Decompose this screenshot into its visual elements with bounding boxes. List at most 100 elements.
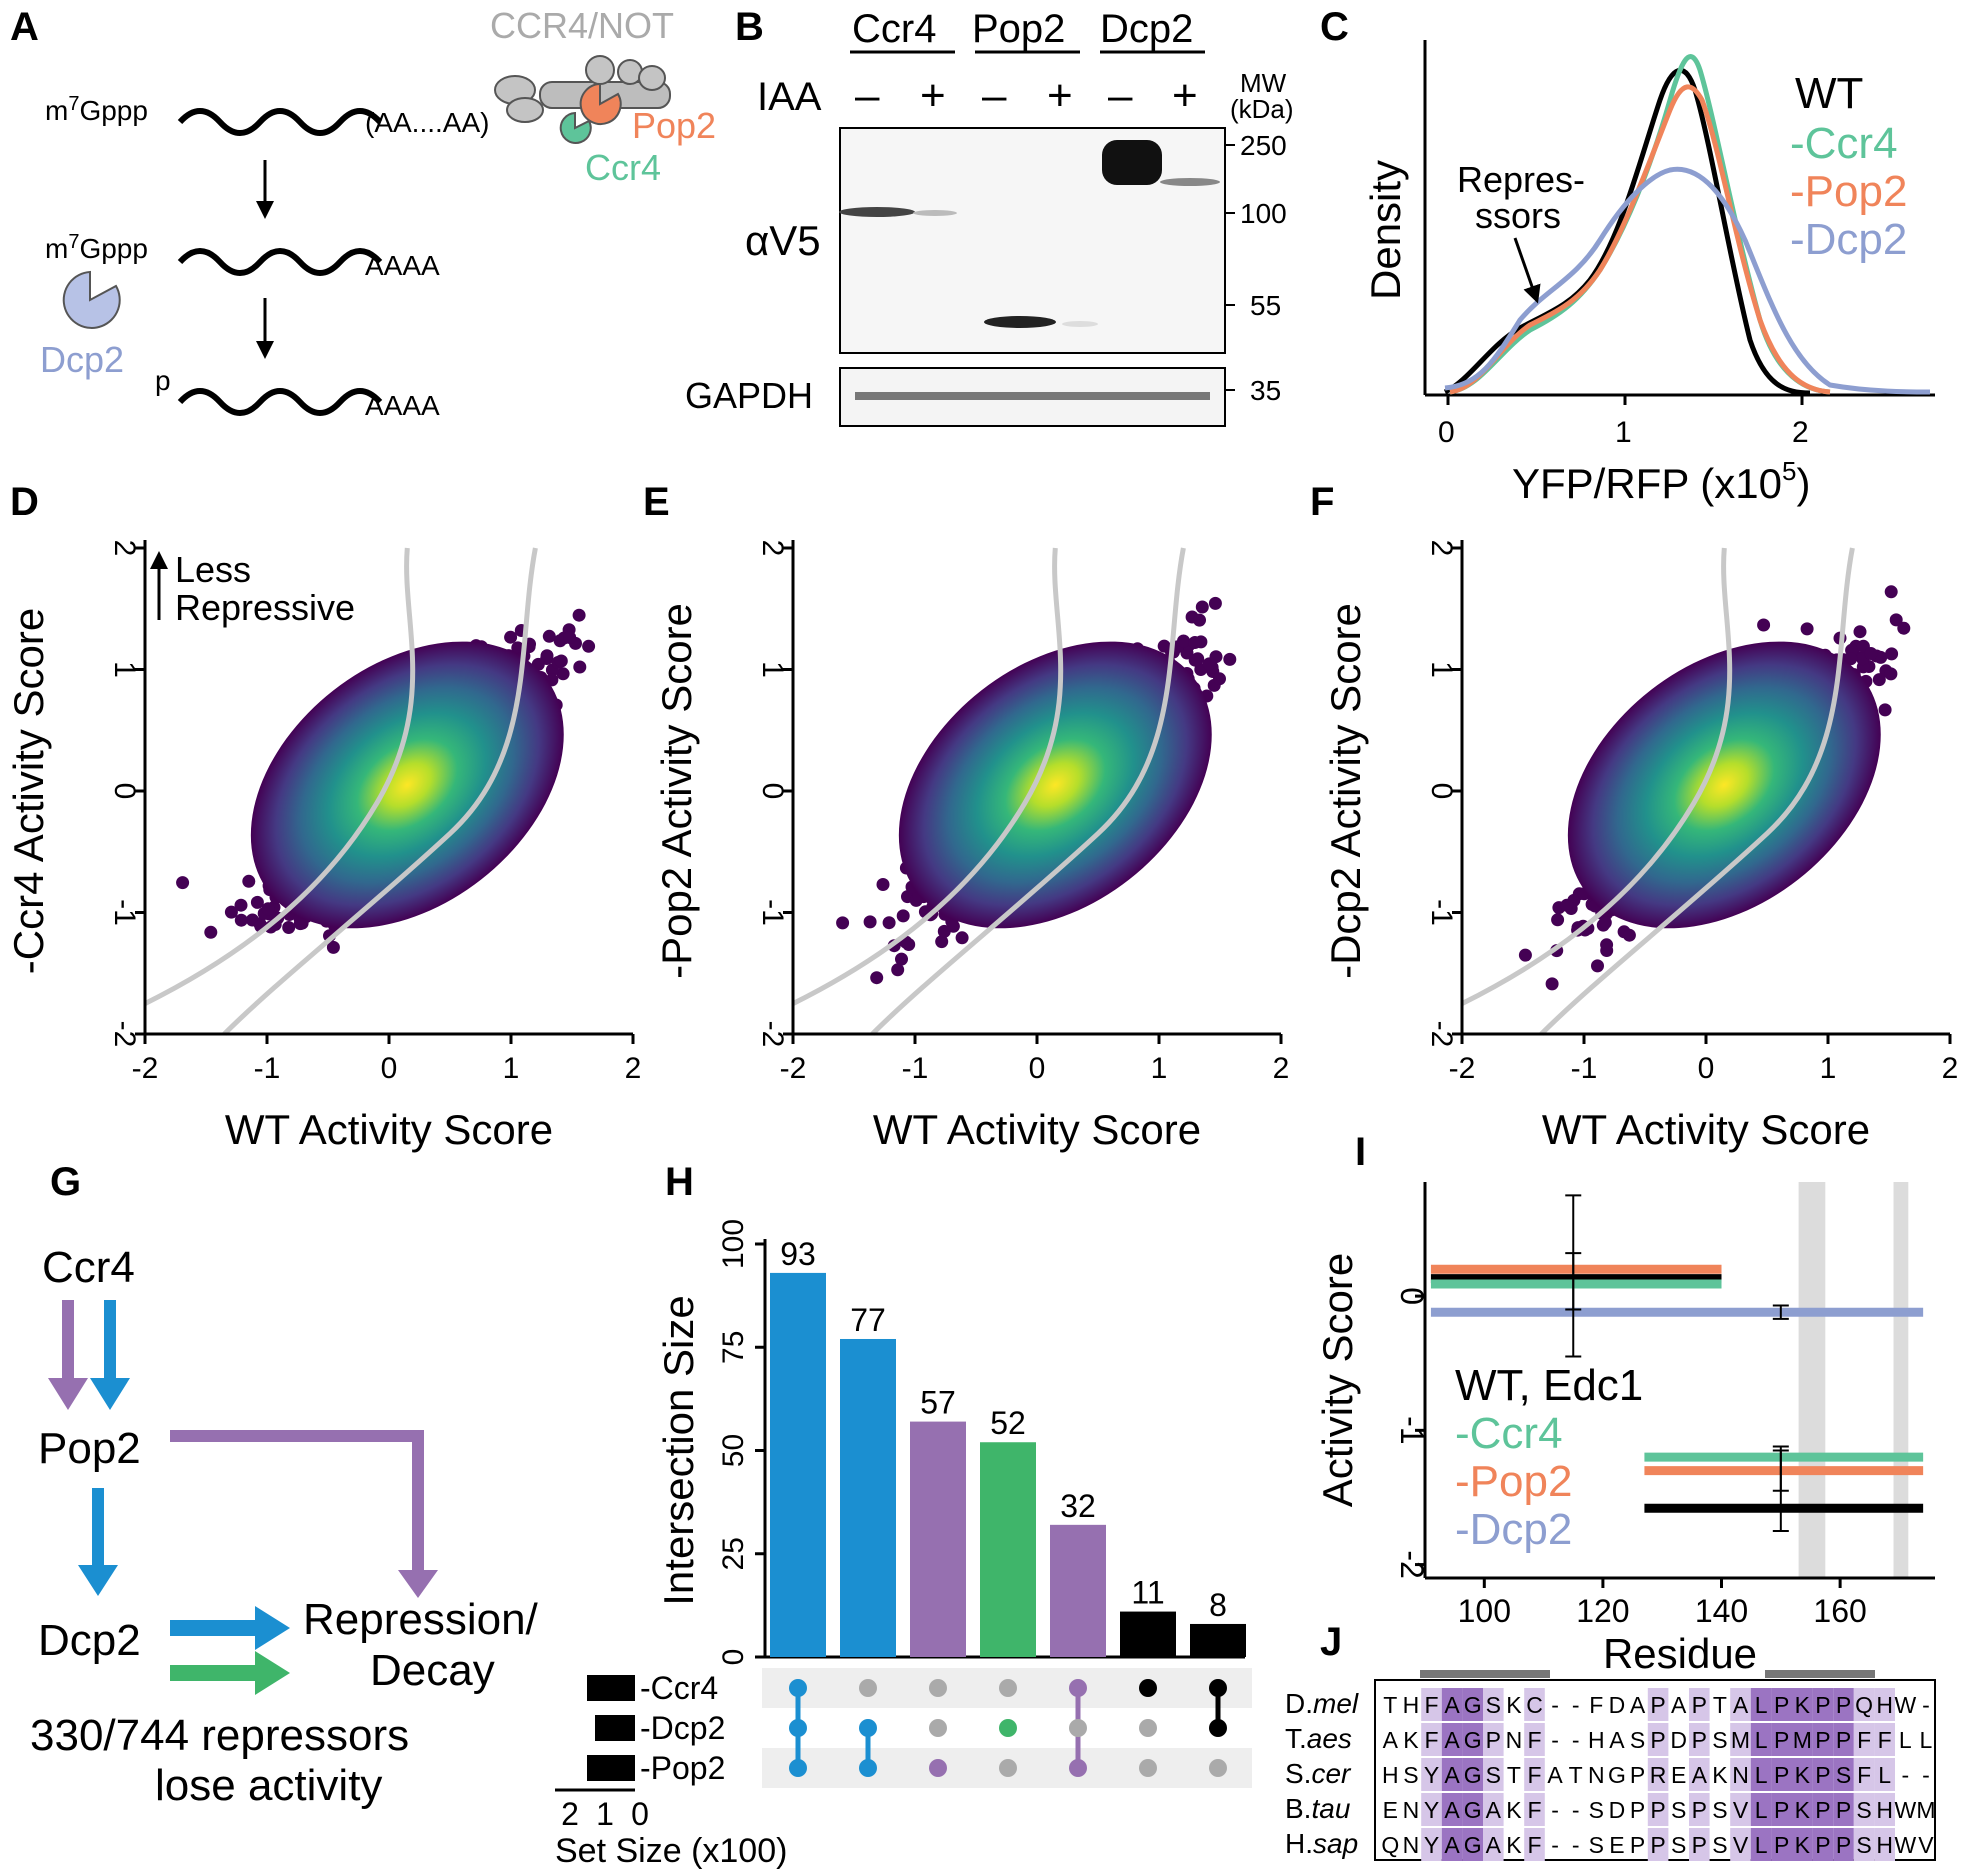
bar-value-label: 57: [920, 1385, 956, 1421]
band: [984, 316, 1056, 328]
residue: A: [1444, 1832, 1460, 1858]
iaa-label: IAA: [757, 75, 822, 119]
residue: Q: [1381, 1832, 1399, 1858]
x-tick: 2: [625, 1052, 642, 1085]
residue: L: [1755, 1727, 1768, 1753]
group-label-pop2: Pop2: [972, 7, 1065, 51]
residue: V: [1733, 1832, 1749, 1858]
density-core: [1567, 641, 1881, 929]
x-tick: 1: [1820, 1052, 1837, 1085]
x-axis-label: WT Activity Score: [225, 1106, 553, 1153]
threshold-curve: [222, 547, 538, 1036]
residue: F: [1878, 1727, 1892, 1753]
scatter-point: [1545, 977, 1559, 991]
blot-label-gapdh: GAPDH: [685, 375, 813, 416]
residue: P: [1815, 1762, 1830, 1788]
residue: G: [1608, 1762, 1626, 1788]
species-label: D.mel: [1285, 1688, 1359, 1719]
scatter-point: [1864, 647, 1878, 660]
scatter-point: [573, 660, 587, 674]
species-label: B.tau: [1285, 1793, 1351, 1824]
x-axis-label: WT Activity Score: [1542, 1106, 1870, 1153]
matrix-dot: [789, 1759, 807, 1777]
residue: S: [1712, 1832, 1727, 1858]
threshold-curve: [1539, 547, 1855, 1036]
residue: T: [1713, 1692, 1727, 1718]
scatter-point: [1551, 913, 1565, 927]
scatter-point: [891, 963, 905, 977]
scatter-point: [176, 876, 190, 890]
dcp2-label: Dcp2: [40, 339, 124, 380]
residue: L: [1878, 1762, 1891, 1788]
x-tick: 1: [503, 1052, 520, 1085]
scatter-point: [1844, 652, 1858, 666]
dcp2-pacman: [62, 270, 121, 329]
scatter-point: [234, 913, 248, 927]
density-wt: [1443, 67, 1811, 396]
scatter-point: [1878, 703, 1892, 717]
matrix-dot: [999, 1759, 1017, 1777]
scatter-point: [234, 898, 248, 912]
scatter-point: [836, 916, 850, 930]
residue: S: [1671, 1832, 1686, 1858]
threshold-curve: [870, 547, 1186, 1036]
x-tick: 0: [381, 1052, 398, 1085]
scatter-point: [554, 654, 568, 668]
panel-g: Ccr4 Pop2 Dcp2 Repression/ Decay 330/744…: [30, 1243, 539, 1810]
x-tick: 100: [1458, 1593, 1511, 1629]
species-label: H.sap: [1285, 1828, 1358, 1859]
intersection-bar: [1190, 1623, 1246, 1657]
residue: A: [1733, 1692, 1749, 1718]
pop2-label: Pop2: [632, 105, 716, 146]
x-tick: 1: [1615, 416, 1632, 449]
residue: A: [1444, 1797, 1460, 1823]
scatter-point: [511, 641, 525, 655]
y-tick: -1: [1425, 899, 1458, 926]
residue: W: [1894, 1797, 1916, 1823]
complex-subunit: [638, 65, 666, 91]
band: [1102, 140, 1162, 185]
summary-line1: 330/744 repressors: [30, 1711, 409, 1760]
legend-entry: -Dcp2: [1455, 1505, 1572, 1554]
matrix-dot: [999, 1719, 1017, 1737]
node-decay: Decay: [370, 1646, 495, 1695]
note-repressive: Repressive: [175, 587, 355, 628]
y-tick: -2: [1425, 1021, 1458, 1048]
scatter-point: [582, 639, 596, 653]
scatter-point: [242, 874, 256, 888]
scatter-point: [955, 931, 969, 945]
matrix-dot: [929, 1759, 947, 1777]
y-tick: 1: [756, 661, 789, 678]
x-tick: 2: [1792, 416, 1809, 449]
y-axis-label: -Pop2 Activity Score: [653, 603, 700, 979]
scatter-point: [937, 924, 951, 938]
legend-entry: WT, Edc1: [1455, 1361, 1643, 1410]
panel-label-j: J: [1320, 1620, 1342, 1664]
y-tick: 2: [756, 540, 789, 557]
residue: P: [1815, 1797, 1830, 1823]
residue: S: [1836, 1762, 1851, 1788]
residue: A: [1692, 1762, 1708, 1788]
set-size-bar: [587, 1755, 635, 1781]
mw-marker: 250: [1240, 130, 1287, 161]
panel-a: CCR4/NOT Pop2 Ccr4 m7Gppp (AA....AA) m7G…: [40, 5, 716, 421]
cap-label: m7Gppp: [45, 93, 148, 126]
residue: P: [1486, 1727, 1501, 1753]
scatter-point: [1872, 673, 1886, 687]
residue: -: [1572, 1797, 1580, 1823]
scatter-point: [1188, 636, 1202, 649]
matrix-dot: [1069, 1719, 1087, 1737]
minus-sign: –: [1108, 71, 1133, 120]
scatter-point: [895, 952, 908, 966]
bar-value-label: 52: [990, 1405, 1026, 1441]
mrna-wave: [177, 388, 383, 416]
residue: F: [1527, 1762, 1541, 1788]
scatter-point: [1897, 621, 1911, 635]
matrix-dot: [859, 1679, 877, 1697]
residue: Y: [1424, 1832, 1439, 1858]
bar-value-label: 8: [1209, 1587, 1227, 1623]
residue: G: [1464, 1832, 1482, 1858]
y-axis-label: Activity Score: [1314, 1253, 1361, 1507]
